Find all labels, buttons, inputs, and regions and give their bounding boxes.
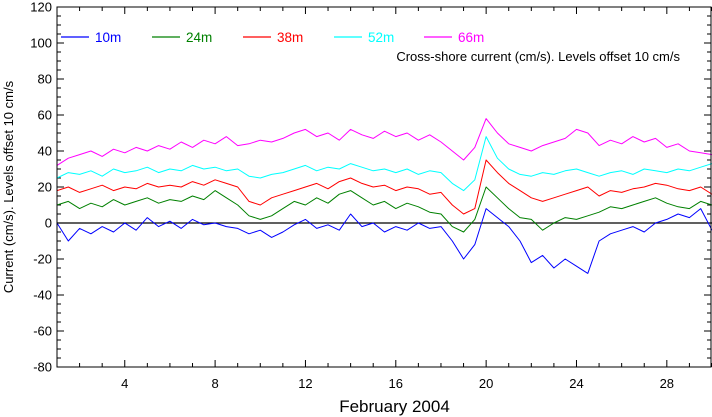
plot-frame xyxy=(56,6,712,368)
y-tick-label: 0 xyxy=(45,216,52,231)
y-axis-label: Current (cm/s). Levels offset 10 cm/s xyxy=(1,80,16,293)
x-tick-label: 8 xyxy=(211,376,218,391)
y-tick-label: 120 xyxy=(30,0,52,15)
tick-labels: -80 -60 -40 -20 0 20 40 60 80 100 120 4 8 12 16 20 24 28 xyxy=(30,0,674,391)
x-tick-label: 24 xyxy=(569,376,583,391)
series-line-38m xyxy=(56,159,712,215)
y-tick-label: 100 xyxy=(30,36,52,51)
legend-label-24m: 24m xyxy=(186,30,212,45)
y-tick-label: 40 xyxy=(38,144,52,159)
y-tick-label: -60 xyxy=(33,324,52,339)
x-tick-label: 4 xyxy=(121,376,128,391)
x-axis-label: February 2004 xyxy=(339,397,450,416)
series-lines xyxy=(56,118,712,274)
y-tick-label: 20 xyxy=(38,180,52,195)
series-line-10m xyxy=(56,208,712,274)
axis-ticks xyxy=(56,6,712,368)
legend-label-38m: 38m xyxy=(277,30,303,45)
y-tick-label: -80 xyxy=(33,360,52,375)
x-tick-label: 28 xyxy=(660,376,674,391)
x-tick-label: 12 xyxy=(298,376,312,391)
chart-annotation: Cross-shore current (cm/s). Levels offse… xyxy=(396,49,680,64)
y-tick-label: -20 xyxy=(33,252,52,267)
series-line-66m xyxy=(56,118,712,166)
series-line-52m xyxy=(56,136,712,192)
legend-label-52m: 52m xyxy=(368,30,394,45)
legend-label-10m: 10m xyxy=(95,30,121,45)
x-tick-label: 20 xyxy=(479,376,493,391)
y-tick-label: 60 xyxy=(38,108,52,123)
series-line-24m xyxy=(56,186,712,233)
legend-label-66m: 66m xyxy=(458,30,484,45)
y-tick-label: 80 xyxy=(38,72,52,87)
x-tick-label: 16 xyxy=(389,376,403,391)
legend: 10m 24m 38m 52m 66m xyxy=(61,30,484,45)
y-tick-label: -40 xyxy=(33,288,52,303)
